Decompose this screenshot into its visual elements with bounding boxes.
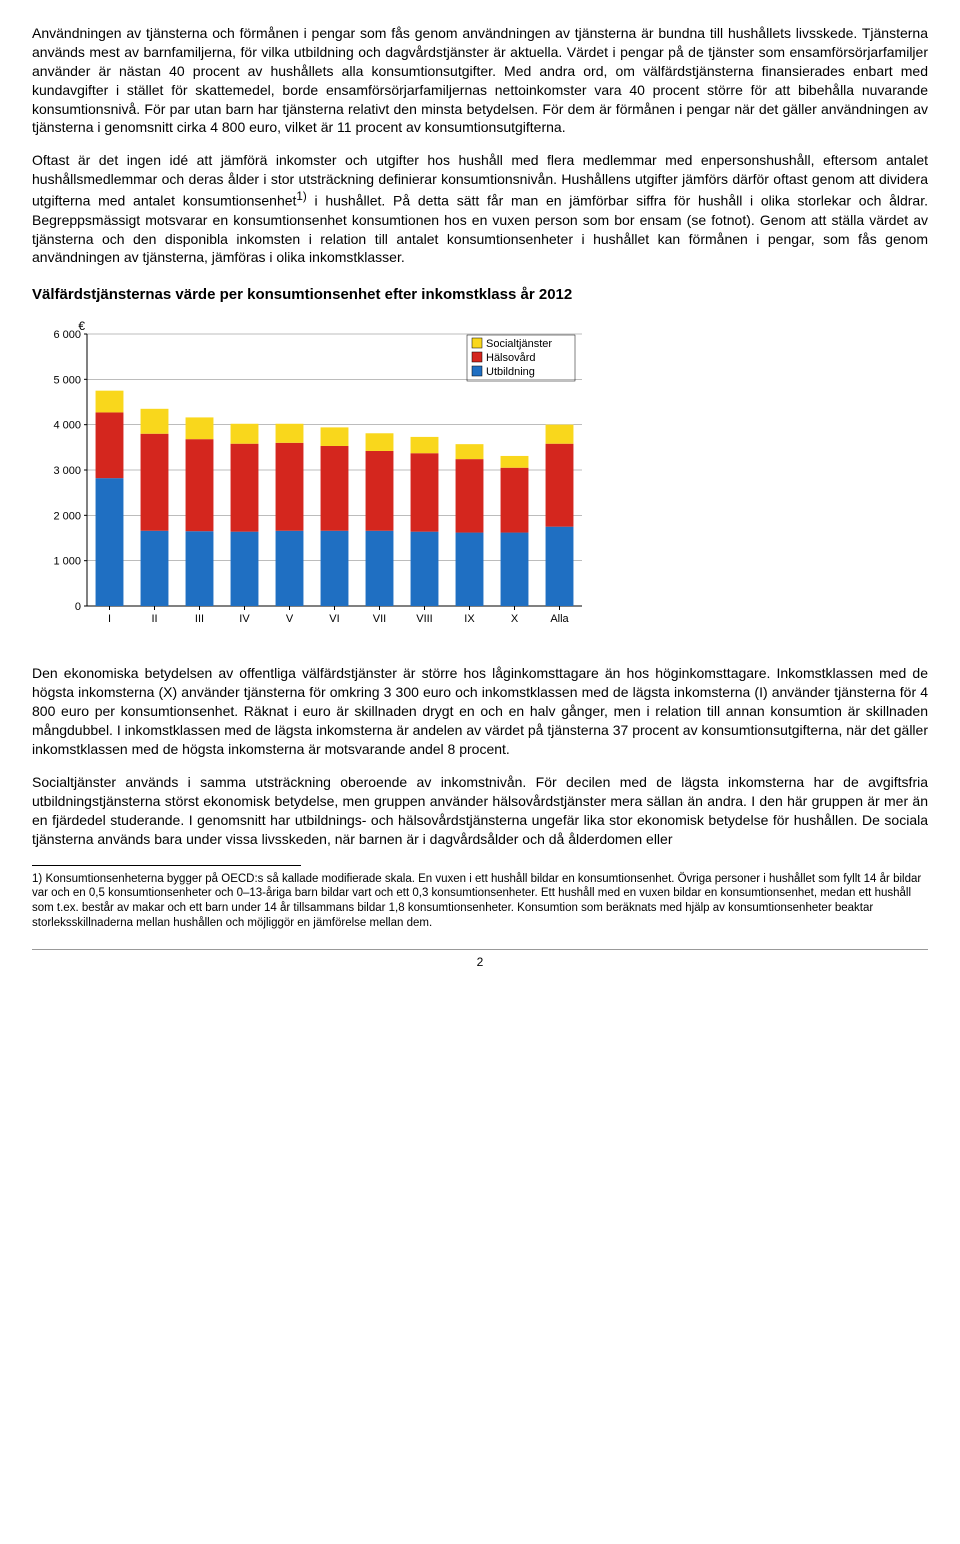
footnote-ref: 1) <box>296 190 306 203</box>
svg-text:VI: VI <box>329 613 339 625</box>
svg-text:6 000: 6 000 <box>53 329 81 341</box>
svg-text:X: X <box>511 613 519 625</box>
svg-text:2 000: 2 000 <box>53 510 81 522</box>
svg-text:5 000: 5 000 <box>53 374 81 386</box>
svg-text:III: III <box>195 613 204 625</box>
svg-text:VII: VII <box>373 613 386 625</box>
svg-text:V: V <box>286 613 294 625</box>
welfare-chart: 01 0002 0003 0004 0005 0006 000€IIIIIIIV… <box>32 316 928 641</box>
svg-text:Hälsovård: Hälsovård <box>486 352 536 364</box>
svg-text:€: € <box>78 319 85 333</box>
svg-text:4 000: 4 000 <box>53 419 81 431</box>
svg-text:Utbildning: Utbildning <box>486 366 535 378</box>
chart-title: Välfärdstjänsternas värde per konsumtion… <box>32 285 928 305</box>
svg-text:1 000: 1 000 <box>53 555 81 567</box>
body-paragraph-4: Socialtjänster används i samma utsträckn… <box>32 773 928 849</box>
page-number: 2 <box>32 949 928 970</box>
svg-text:0: 0 <box>75 601 81 613</box>
body-paragraph-1: Användningen av tjänsterna och förmånen … <box>32 24 928 137</box>
svg-text:II: II <box>151 613 157 625</box>
footnote-marker: 1) <box>32 873 42 885</box>
footnote: 1) Konsumtionsenheterna bygger på OECD:s… <box>32 872 928 932</box>
footnote-body: Konsumtionsenheterna bygger på OECD:s så… <box>32 873 921 930</box>
footnote-rule <box>32 865 301 866</box>
svg-text:IV: IV <box>239 613 250 625</box>
svg-text:IX: IX <box>464 613 475 625</box>
svg-text:VIII: VIII <box>416 613 433 625</box>
svg-text:I: I <box>108 613 111 625</box>
body-paragraph-3: Den ekonomiska betydelsen av offentliga … <box>32 664 928 758</box>
svg-text:Socialtjänster: Socialtjänster <box>486 338 552 350</box>
svg-text:3 000: 3 000 <box>53 465 81 477</box>
body-paragraph-2: Oftast är det ingen idé att jämförä inko… <box>32 151 928 267</box>
stacked-bar-chart: 01 0002 0003 0004 0005 0006 000€IIIIIIIV… <box>32 316 592 636</box>
svg-text:Alla: Alla <box>550 613 569 625</box>
